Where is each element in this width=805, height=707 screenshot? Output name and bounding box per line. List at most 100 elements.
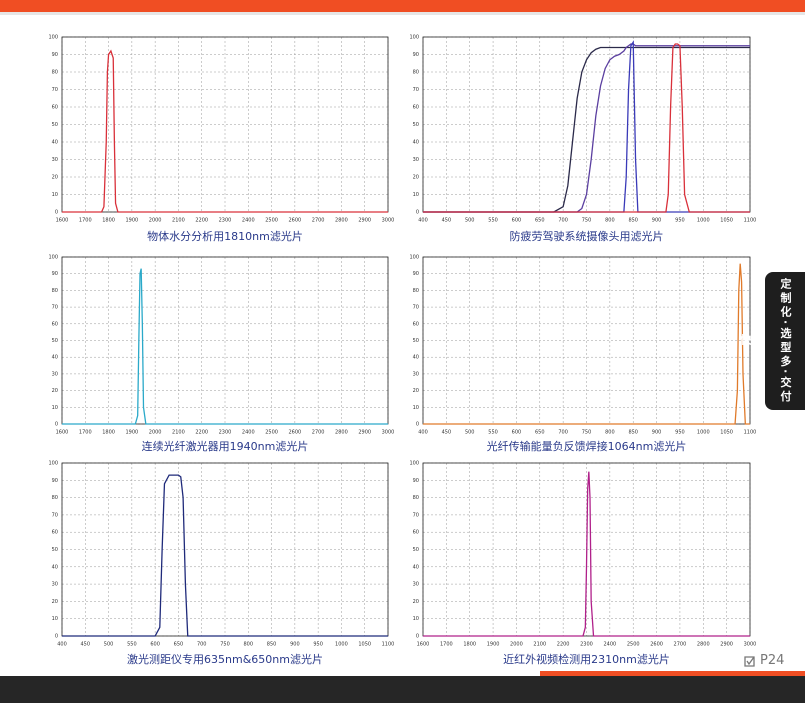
x-tick-label: 1900	[125, 430, 138, 436]
x-tick-label: 1050	[720, 218, 733, 224]
x-tick-label: 850	[267, 642, 277, 648]
y-tick-label: 60	[52, 530, 58, 536]
curve	[62, 474, 388, 637]
x-tick-label: 2300	[580, 642, 593, 648]
x-tick-label: 750	[220, 642, 230, 648]
chart-title: 物体水分分析用1810nm滤光片	[147, 229, 303, 243]
y-tick-label: 60	[413, 105, 419, 111]
curve	[423, 46, 750, 213]
y-tick-label: 80	[413, 70, 419, 76]
y-tick-label: 70	[413, 305, 419, 311]
x-tick-label: 2900	[358, 430, 371, 436]
y-tick-label: 100	[48, 35, 58, 41]
x-tick-label: 900	[652, 218, 662, 224]
x-tick-label: 1100	[744, 430, 757, 436]
x-tick-label: 2500	[265, 430, 278, 436]
y-tick-label: 100	[409, 461, 419, 467]
x-tick-label: 2700	[674, 642, 687, 648]
page-number: P24	[760, 653, 785, 668]
x-tick-label: 400	[57, 642, 67, 648]
x-tick-label: 750	[582, 430, 592, 436]
x-tick-label: 1800	[463, 642, 476, 648]
x-tick-label: 850	[628, 430, 638, 436]
x-tick-label: 800	[244, 642, 254, 648]
y-tick-label: 40	[52, 355, 58, 361]
x-tick-label: 1900	[125, 218, 138, 224]
x-tick-label: 2600	[288, 430, 301, 436]
x-tick-label: 950	[313, 642, 323, 648]
y-tick-label: 10	[52, 405, 58, 411]
y-tick-label: 0	[416, 634, 419, 640]
y-tick-label: 0	[55, 422, 58, 428]
x-tick-label: 2000	[510, 642, 523, 648]
curve	[423, 263, 750, 425]
y-tick-label: 30	[52, 371, 58, 377]
y-tick-label: 10	[52, 192, 58, 198]
chart-title: 防疲劳驾驶系统摄像头用滤光片	[510, 229, 664, 243]
x-tick-label: 2900	[720, 642, 733, 648]
y-tick-label: 20	[413, 388, 419, 394]
x-tick-label: 650	[174, 642, 184, 648]
x-tick-label: 2300	[219, 218, 232, 224]
y-tick-label: 20	[52, 175, 58, 181]
x-tick-label: 750	[582, 218, 592, 224]
y-tick-label: 10	[52, 616, 58, 622]
x-tick-label: 650	[535, 430, 545, 436]
x-tick-label: 1700	[79, 430, 92, 436]
x-tick-label: 450	[442, 430, 452, 436]
chart-title: 光纤传输能量负反馈焊接1064nm滤光片	[487, 439, 687, 453]
y-tick-label: 40	[52, 140, 58, 146]
y-tick-label: 30	[413, 371, 419, 377]
x-tick-label: 3000	[382, 430, 395, 436]
x-tick-label: 2400	[242, 430, 255, 436]
x-tick-label: 1800	[102, 430, 115, 436]
y-tick-label: 40	[413, 140, 419, 146]
y-tick-label: 50	[52, 338, 58, 344]
x-tick-label: 1000	[697, 430, 710, 436]
x-tick-label: 2200	[195, 218, 208, 224]
y-tick-label: 60	[52, 321, 58, 327]
y-tick-label: 90	[413, 478, 419, 484]
x-tick-label: 400	[418, 218, 428, 224]
x-tick-label: 2500	[265, 218, 278, 224]
x-tick-label: 2800	[335, 218, 348, 224]
y-tick-label: 60	[413, 530, 419, 536]
x-tick-label: 450	[81, 642, 91, 648]
y-tick-label: 80	[52, 70, 58, 76]
x-tick-label: 2400	[603, 642, 616, 648]
x-tick-label: 2700	[312, 430, 325, 436]
x-tick-label: 2800	[697, 642, 710, 648]
x-tick-label: 950	[675, 218, 685, 224]
x-tick-label: 2200	[195, 430, 208, 436]
y-tick-label: 20	[52, 388, 58, 394]
y-tick-label: 30	[413, 157, 419, 163]
y-tick-label: 90	[52, 271, 58, 277]
bottom-accent	[540, 671, 805, 676]
x-tick-label: 2300	[219, 430, 232, 436]
y-tick-label: 20	[413, 175, 419, 181]
x-tick-label: 2500	[627, 642, 640, 648]
y-tick-label: 0	[55, 210, 58, 216]
y-tick-label: 50	[413, 338, 419, 344]
x-tick-label: 800	[605, 430, 615, 436]
y-tick-label: 40	[52, 564, 58, 570]
x-tick-label: 700	[558, 218, 568, 224]
y-tick-label: 50	[52, 547, 58, 553]
x-tick-label: 600	[512, 218, 522, 224]
plot-frame	[422, 462, 751, 637]
y-tick-label: 100	[48, 255, 58, 261]
x-tick-label: 700	[197, 642, 207, 648]
top-bar-shadow	[0, 12, 805, 15]
curve	[62, 268, 388, 425]
x-tick-label: 2900	[358, 218, 371, 224]
x-tick-label: 500	[465, 218, 475, 224]
x-tick-label: 2000	[149, 430, 162, 436]
x-tick-label: 1700	[79, 218, 92, 224]
y-tick-label: 80	[52, 495, 58, 501]
chart-title: 近红外视频检测用2310nm滤光片	[503, 652, 670, 666]
side-tab: 定制化·选型多·交付快	[739, 272, 805, 410]
y-tick-label: 60	[52, 105, 58, 111]
y-tick-label: 70	[52, 87, 58, 93]
x-tick-label: 450	[442, 218, 452, 224]
